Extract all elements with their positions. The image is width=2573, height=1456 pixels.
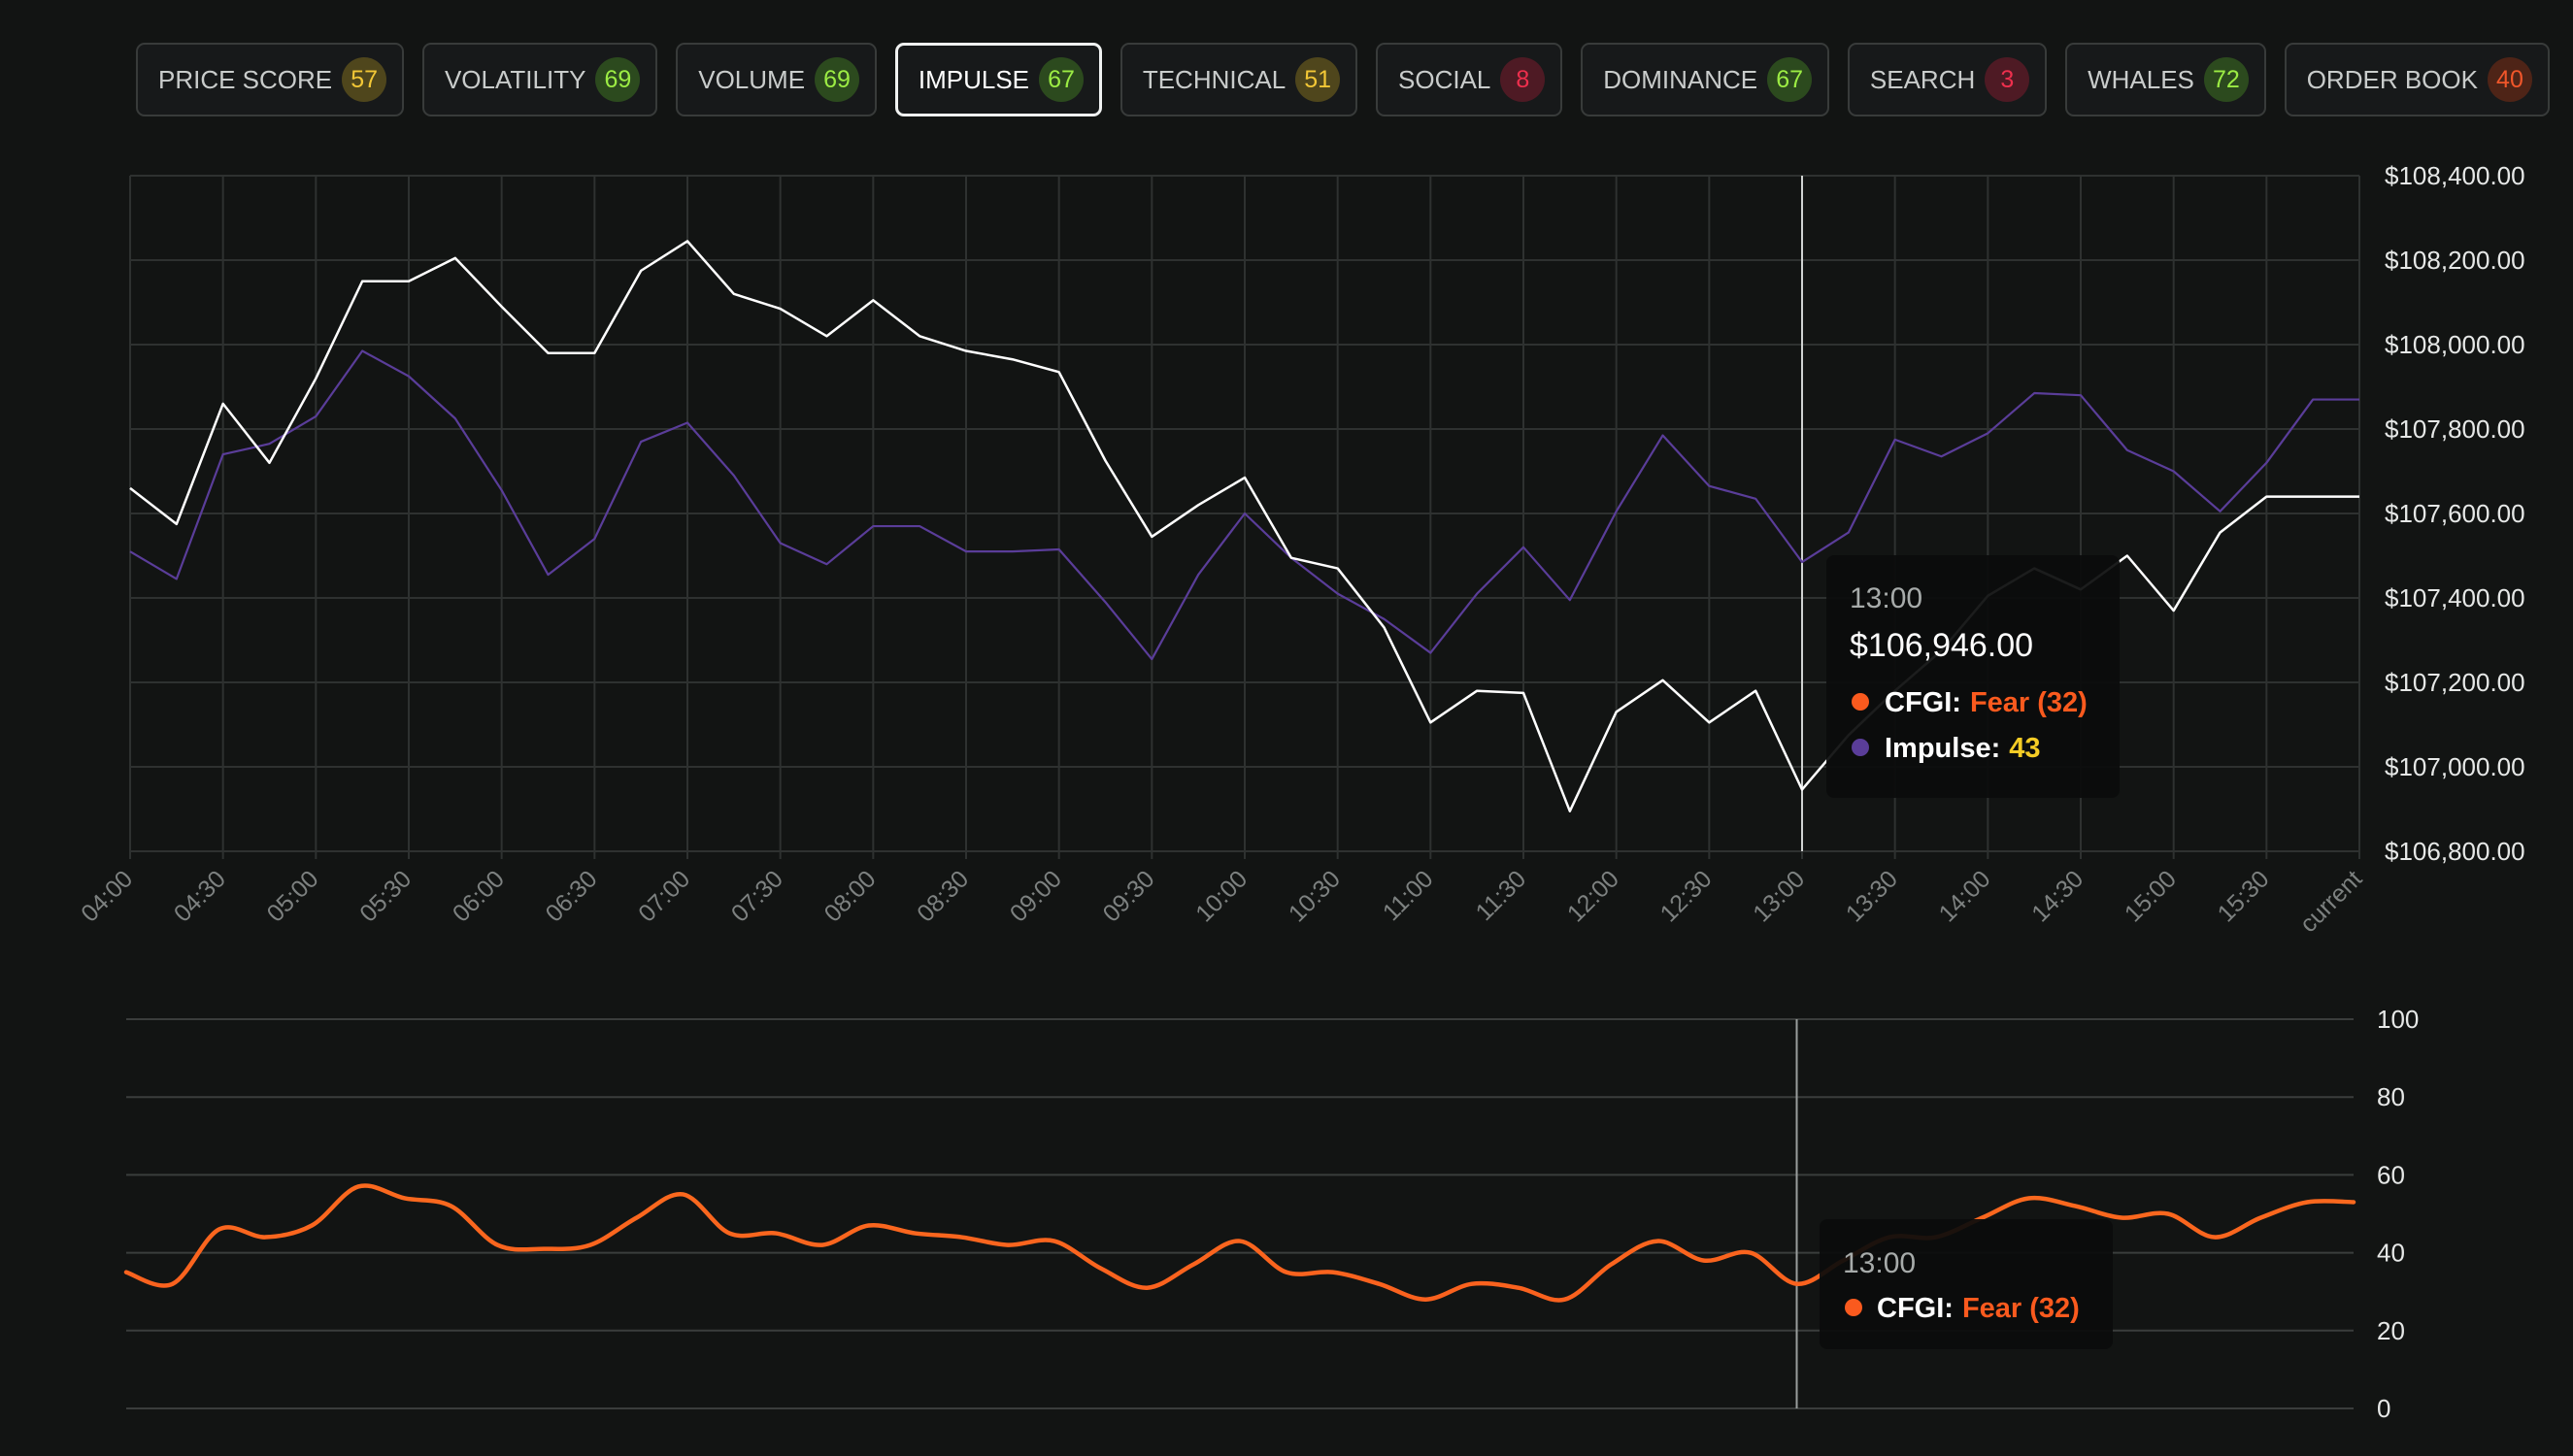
y-tick-label: $107,800.00: [2385, 414, 2525, 444]
score-badge: 3: [1985, 57, 2030, 102]
x-tick-label: 08:30: [912, 865, 974, 927]
x-tick-label: 05:30: [354, 865, 417, 927]
tooltip-impulse-label: Impulse:: [1885, 733, 2000, 764]
tooltip-box: [1826, 555, 2120, 798]
score-badge: 57: [342, 57, 387, 102]
tab-label: DOMINANCE: [1603, 64, 1758, 94]
x-tick-label: 04:30: [169, 865, 231, 927]
x-tick-label: 08:00: [819, 865, 882, 927]
cfgi-y-tick-label: 80: [2377, 1082, 2405, 1111]
tab-price-score[interactable]: PRICE SCORE 57: [136, 43, 405, 116]
tab-search[interactable]: SEARCH 3: [1847, 43, 2048, 116]
impulse-dot-icon: [1852, 739, 1869, 756]
tab-label: SEARCH: [1869, 64, 1976, 94]
tab-label: VOLATILITY: [444, 64, 586, 94]
y-tick-label: $108,000.00: [2385, 330, 2525, 359]
x-tick-label: 06:30: [541, 865, 603, 927]
tab-impulse[interactable]: IMPULSE 67: [894, 43, 1103, 116]
cfgi-tooltip: 13:00 CFGI: Fear (32): [1820, 1219, 2113, 1349]
tab-order-book[interactable]: ORDER BOOK 40: [2284, 43, 2550, 116]
score-badge: 67: [1039, 57, 1085, 102]
x-tick-label: 13:30: [1841, 865, 1903, 927]
cfgi-dot-icon: [1852, 693, 1869, 711]
x-tick-label: 11:00: [1378, 865, 1439, 926]
tooltips: 13:00 $106,946.00 CFGI: Fear (32) Impulse: 43…: [1820, 555, 2120, 1349]
score-badge: 51: [1295, 57, 1341, 102]
y-tick-label: $107,000.00: [2385, 752, 2525, 781]
tooltip-price: $106,946.00: [1850, 627, 2033, 664]
y-tick-label: $106,800.00: [2385, 837, 2525, 866]
tooltip-cfgi-value: Fear (32): [1970, 687, 2088, 718]
x-tick-label: 12:30: [1655, 865, 1718, 927]
x-tick-label: 10:00: [1190, 865, 1253, 927]
y-tick-label: $107,400.00: [2385, 583, 2525, 612]
tooltip-cfgi-value: Fear (32): [1962, 1293, 2080, 1324]
tab-whales[interactable]: WHALES 72: [2065, 43, 2266, 116]
tab-social[interactable]: SOCIAL 8: [1376, 43, 1563, 116]
x-tick-label: 14:30: [2026, 865, 2088, 927]
x-tick-label: 11:30: [1471, 865, 1532, 926]
x-tick-label: 10:30: [1284, 865, 1346, 927]
tab-label: SOCIAL: [1398, 64, 1491, 94]
y-tick-label: $107,600.00: [2385, 499, 2525, 528]
tooltip-cfgi-row: CFGI: Fear (32): [1877, 1293, 2080, 1324]
tab-volume[interactable]: VOLUME 69: [676, 43, 878, 116]
y-tick-label: $107,200.00: [2385, 668, 2525, 697]
x-tick-label: 14:00: [1934, 865, 1996, 927]
tooltip-time: 13:00: [1843, 1247, 1916, 1279]
x-tick-label: 09:00: [1005, 865, 1067, 927]
x-tick-label: 15:00: [2120, 865, 2182, 927]
y-tick-label: $108,400.00: [2385, 161, 2525, 190]
x-tick-label: current: [2294, 865, 2367, 938]
cfgi-y-tick-label: 40: [2377, 1239, 2405, 1268]
tab-label: IMPULSE: [918, 64, 1030, 94]
x-tick-label: 12:00: [1562, 865, 1624, 927]
cfgi-y-tick-label: 0: [2377, 1394, 2390, 1423]
x-tick-label: 06:00: [448, 865, 510, 927]
x-tick-label: 09:30: [1098, 865, 1160, 927]
tooltip-impulse-row: Impulse: 43: [1885, 733, 2041, 764]
tooltip-time: 13:00: [1850, 582, 1922, 614]
tab-technical[interactable]: TECHNICAL 51: [1119, 43, 1358, 116]
cfgi-y-tick-label: 60: [2377, 1160, 2405, 1189]
score-badge: 69: [595, 57, 641, 102]
cfgi-line: [123, 1183, 2356, 1303]
score-badge: 40: [2487, 57, 2532, 102]
y-tick-label: $108,200.00: [2385, 246, 2525, 275]
x-tick-label: 15:30: [2213, 865, 2275, 927]
tab-label: ORDER BOOK: [2306, 64, 2478, 94]
cfgi-y-tick-label: 100: [2377, 1005, 2419, 1034]
cfgi-dot-icon: [1845, 1299, 1862, 1316]
indicator-tabs: PRICE SCORE 57 VOLATILITY 69 VOLUME 69 IMPULSE…: [136, 43, 2550, 116]
score-badge: 69: [815, 57, 860, 102]
tab-dominance[interactable]: DOMINANCE 67: [1581, 43, 1830, 116]
cfgi-chart[interactable]: 100 80 60 40 20 0: [123, 1005, 2419, 1423]
tab-label: PRICE SCORE: [158, 64, 333, 94]
x-tick-label: 04:00: [76, 865, 138, 927]
tooltip-cfgi-label: CFGI:: [1885, 687, 1961, 718]
tab-label: VOLUME: [698, 64, 806, 94]
x-tick-label: 13:00: [1748, 865, 1810, 927]
score-badge: 67: [1767, 57, 1813, 102]
tooltip-cfgi-row: CFGI: Fear (32): [1885, 687, 2088, 718]
x-tick-label: 07:00: [633, 865, 695, 927]
tooltip-box: [1820, 1219, 2113, 1349]
price-impulse-chart[interactable]: $108,400.00 $108,200.00 $108,000.00 $107,80…: [76, 161, 2524, 938]
tab-volatility[interactable]: VOLATILITY 69: [421, 43, 658, 116]
score-badge: 8: [1500, 57, 1546, 102]
cfgi-y-tick-label: 20: [2377, 1316, 2405, 1345]
score-badge: 72: [2203, 57, 2249, 102]
tooltip-impulse-value: 43: [2009, 733, 2040, 764]
tab-label: WHALES: [2088, 64, 2194, 94]
x-tick-label: 07:30: [726, 865, 788, 927]
x-tick-label: 05:00: [262, 865, 324, 927]
tab-label: TECHNICAL: [1142, 64, 1286, 94]
impulse-line: [129, 349, 2359, 661]
tooltip-cfgi-label: CFGI:: [1877, 1293, 1954, 1324]
price-tooltip: 13:00 $106,946.00 CFGI: Fear (32) Impulse: 43: [1826, 555, 2120, 798]
